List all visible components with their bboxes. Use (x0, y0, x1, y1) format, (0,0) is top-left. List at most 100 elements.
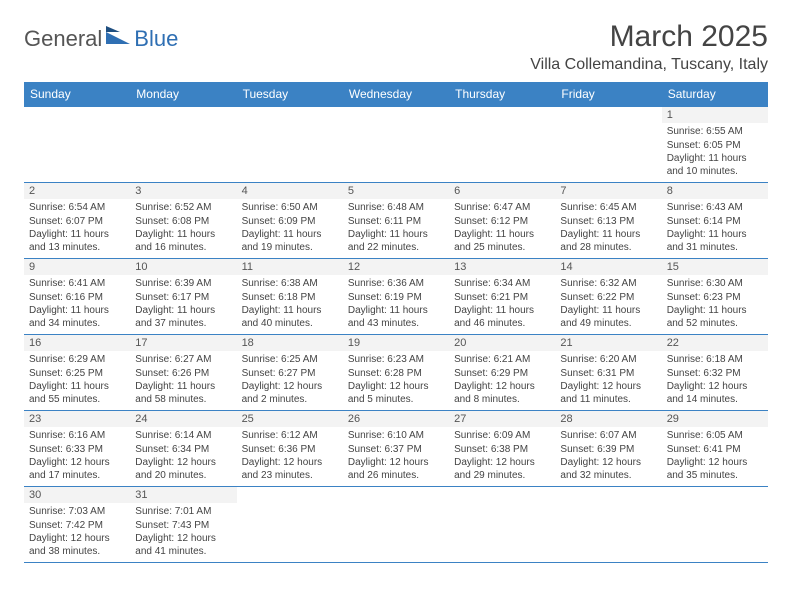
day-number: 6 (449, 183, 555, 199)
sunrise-line: Sunrise: 6:43 AM (667, 202, 763, 215)
calendar-week-row: 30Sunrise: 7:03 AMSunset: 7:42 PMDayligh… (24, 487, 768, 563)
daylight-line: Daylight: 11 hours and 55 minutes. (29, 381, 125, 406)
day-details: Sunrise: 6:16 AMSunset: 6:33 PMDaylight:… (24, 427, 130, 486)
day-details: Sunrise: 6:30 AMSunset: 6:23 PMDaylight:… (662, 275, 768, 334)
day-details: Sunrise: 6:36 AMSunset: 6:19 PMDaylight:… (343, 275, 449, 334)
daylight-line: Daylight: 12 hours and 35 minutes. (667, 457, 763, 482)
day-header: Tuesday (237, 82, 343, 107)
day-number: 5 (343, 183, 449, 199)
sunrise-line: Sunrise: 6:23 AM (348, 354, 444, 367)
calendar-cell: 22Sunrise: 6:18 AMSunset: 6:32 PMDayligh… (662, 335, 768, 411)
day-details: Sunrise: 6:18 AMSunset: 6:32 PMDaylight:… (662, 351, 768, 410)
sunset-line: Sunset: 6:07 PM (29, 216, 125, 229)
month-title: March 2025 (530, 20, 768, 54)
logo-flag-icon (106, 26, 132, 52)
day-header-row: Sunday Monday Tuesday Wednesday Thursday… (24, 82, 768, 107)
sunrise-line: Sunrise: 6:18 AM (667, 354, 763, 367)
sunrise-line: Sunrise: 6:39 AM (135, 278, 231, 291)
sunrise-line: Sunrise: 6:54 AM (29, 202, 125, 215)
calendar-cell: 9Sunrise: 6:41 AMSunset: 6:16 PMDaylight… (24, 259, 130, 335)
logo-text-2: Blue (134, 26, 178, 52)
calendar-cell: 12Sunrise: 6:36 AMSunset: 6:19 PMDayligh… (343, 259, 449, 335)
calendar-cell: 25Sunrise: 6:12 AMSunset: 6:36 PMDayligh… (237, 411, 343, 487)
sunset-line: Sunset: 6:26 PM (135, 368, 231, 381)
sunrise-line: Sunrise: 7:03 AM (29, 506, 125, 519)
day-number: 21 (555, 335, 661, 351)
calendar-cell: 7Sunrise: 6:45 AMSunset: 6:13 PMDaylight… (555, 183, 661, 259)
daylight-line: Daylight: 12 hours and 17 minutes. (29, 457, 125, 482)
daylight-line: Daylight: 11 hours and 46 minutes. (454, 305, 550, 330)
calendar-cell: 17Sunrise: 6:27 AMSunset: 6:26 PMDayligh… (130, 335, 236, 411)
sunrise-line: Sunrise: 6:30 AM (667, 278, 763, 291)
daylight-line: Daylight: 11 hours and 16 minutes. (135, 229, 231, 254)
calendar-cell: 14Sunrise: 6:32 AMSunset: 6:22 PMDayligh… (555, 259, 661, 335)
day-header: Saturday (662, 82, 768, 107)
sunset-line: Sunset: 6:16 PM (29, 292, 125, 305)
daylight-line: Daylight: 11 hours and 13 minutes. (29, 229, 125, 254)
calendar-cell: 4Sunrise: 6:50 AMSunset: 6:09 PMDaylight… (237, 183, 343, 259)
sunset-line: Sunset: 6:37 PM (348, 444, 444, 457)
day-number: 3 (130, 183, 236, 199)
sunset-line: Sunset: 6:22 PM (560, 292, 656, 305)
day-details: Sunrise: 6:21 AMSunset: 6:29 PMDaylight:… (449, 351, 555, 410)
day-number: 12 (343, 259, 449, 275)
sunrise-line: Sunrise: 6:48 AM (348, 202, 444, 215)
sunrise-line: Sunrise: 6:55 AM (667, 126, 763, 139)
sunrise-line: Sunrise: 6:47 AM (454, 202, 550, 215)
day-number: 4 (237, 183, 343, 199)
calendar-cell (662, 487, 768, 563)
sunset-line: Sunset: 7:42 PM (29, 520, 125, 533)
daylight-line: Daylight: 12 hours and 8 minutes. (454, 381, 550, 406)
calendar-week-row: 16Sunrise: 6:29 AMSunset: 6:25 PMDayligh… (24, 335, 768, 411)
sunrise-line: Sunrise: 6:45 AM (560, 202, 656, 215)
day-number: 10 (130, 259, 236, 275)
daylight-line: Daylight: 11 hours and 25 minutes. (454, 229, 550, 254)
day-number: 11 (237, 259, 343, 275)
header: General Blue March 2025 Villa Collemandi… (24, 20, 768, 74)
sunrise-line: Sunrise: 6:14 AM (135, 430, 231, 443)
calendar-cell: 2Sunrise: 6:54 AMSunset: 6:07 PMDaylight… (24, 183, 130, 259)
day-details: Sunrise: 6:39 AMSunset: 6:17 PMDaylight:… (130, 275, 236, 334)
day-details: Sunrise: 6:10 AMSunset: 6:37 PMDaylight:… (343, 427, 449, 486)
sunset-line: Sunset: 6:23 PM (667, 292, 763, 305)
sunset-line: Sunset: 6:28 PM (348, 368, 444, 381)
daylight-line: Daylight: 11 hours and 34 minutes. (29, 305, 125, 330)
daylight-line: Daylight: 11 hours and 58 minutes. (135, 381, 231, 406)
calendar-table: Sunday Monday Tuesday Wednesday Thursday… (24, 82, 768, 563)
day-number: 18 (237, 335, 343, 351)
day-number: 25 (237, 411, 343, 427)
day-details: Sunrise: 6:07 AMSunset: 6:39 PMDaylight:… (555, 427, 661, 486)
calendar-cell (449, 487, 555, 563)
day-number: 7 (555, 183, 661, 199)
sunrise-line: Sunrise: 6:07 AM (560, 430, 656, 443)
day-number: 17 (130, 335, 236, 351)
calendar-cell: 13Sunrise: 6:34 AMSunset: 6:21 PMDayligh… (449, 259, 555, 335)
day-details: Sunrise: 6:05 AMSunset: 6:41 PMDaylight:… (662, 427, 768, 486)
day-details: Sunrise: 6:54 AMSunset: 6:07 PMDaylight:… (24, 199, 130, 258)
calendar-week-row: 1Sunrise: 6:55 AMSunset: 6:05 PMDaylight… (24, 107, 768, 183)
sunset-line: Sunset: 6:31 PM (560, 368, 656, 381)
day-details: Sunrise: 7:01 AMSunset: 7:43 PMDaylight:… (130, 503, 236, 562)
daylight-line: Daylight: 11 hours and 22 minutes. (348, 229, 444, 254)
sunrise-line: Sunrise: 6:36 AM (348, 278, 444, 291)
calendar-cell: 21Sunrise: 6:20 AMSunset: 6:31 PMDayligh… (555, 335, 661, 411)
sunset-line: Sunset: 6:36 PM (242, 444, 338, 457)
daylight-line: Daylight: 12 hours and 29 minutes. (454, 457, 550, 482)
sunset-line: Sunset: 6:34 PM (135, 444, 231, 457)
calendar-cell: 28Sunrise: 6:07 AMSunset: 6:39 PMDayligh… (555, 411, 661, 487)
day-details: Sunrise: 6:34 AMSunset: 6:21 PMDaylight:… (449, 275, 555, 334)
sunrise-line: Sunrise: 6:50 AM (242, 202, 338, 215)
calendar-cell (343, 487, 449, 563)
day-number: 8 (662, 183, 768, 199)
sunset-line: Sunset: 6:05 PM (667, 140, 763, 153)
sunset-line: Sunset: 6:27 PM (242, 368, 338, 381)
day-details: Sunrise: 6:27 AMSunset: 6:26 PMDaylight:… (130, 351, 236, 410)
sunset-line: Sunset: 6:41 PM (667, 444, 763, 457)
calendar-cell (555, 107, 661, 183)
calendar-cell: 29Sunrise: 6:05 AMSunset: 6:41 PMDayligh… (662, 411, 768, 487)
sunset-line: Sunset: 6:12 PM (454, 216, 550, 229)
day-details: Sunrise: 6:14 AMSunset: 6:34 PMDaylight:… (130, 427, 236, 486)
calendar-cell (343, 107, 449, 183)
sunrise-line: Sunrise: 6:10 AM (348, 430, 444, 443)
day-number: 13 (449, 259, 555, 275)
